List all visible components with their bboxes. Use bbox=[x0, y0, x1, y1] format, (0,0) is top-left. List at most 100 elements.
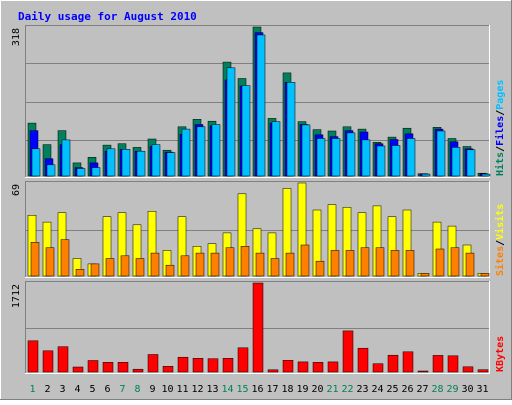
bar-sites-day-9 bbox=[150, 252, 160, 277]
bar-kbytes-day-14 bbox=[222, 358, 234, 373]
graph-title: Daily usage for August 2010 bbox=[18, 10, 197, 23]
bar-kbytes-day-22 bbox=[342, 330, 354, 373]
day-labels: 1 2 3 4 5 6 7 8 9 10 11 12 13 14 15 16 17 18 19 20 21 22 23 24 2… bbox=[29, 384, 488, 395]
bar-pages-day-18 bbox=[286, 82, 296, 177]
bar-kbytes-day-1 bbox=[27, 340, 39, 373]
bar-kbytes-day-28 bbox=[432, 355, 444, 373]
bar-sites-day-6 bbox=[105, 258, 115, 277]
day-label: 22 bbox=[341, 384, 353, 395]
day-label: 10 bbox=[161, 384, 173, 395]
day-label: 24 bbox=[371, 384, 383, 395]
bar-sites-day-20 bbox=[315, 260, 325, 277]
bar-pages-day-28 bbox=[436, 130, 446, 177]
day-label: 17 bbox=[266, 384, 278, 395]
bar-pages-day-20 bbox=[316, 138, 326, 177]
bar-sites-day-18 bbox=[285, 252, 295, 277]
day-label: 25 bbox=[386, 384, 398, 395]
bar-kbytes-day-8 bbox=[132, 368, 144, 373]
bar-kbytes-day-15 bbox=[237, 347, 249, 373]
bar-kbytes-day-6 bbox=[102, 362, 114, 373]
bar-sites-day-28 bbox=[435, 248, 445, 277]
bar-sites-day-19 bbox=[300, 244, 310, 277]
day-label: 27 bbox=[416, 384, 428, 395]
bar-sites-day-13 bbox=[210, 252, 220, 277]
bar-kbytes-day-26 bbox=[402, 351, 414, 373]
day-label: 12 bbox=[191, 384, 203, 395]
day-label: 11 bbox=[176, 384, 188, 395]
bar-kbytes-day-31 bbox=[477, 369, 489, 373]
legend-item: Pages bbox=[495, 80, 506, 110]
bar-pages-day-29 bbox=[451, 147, 461, 177]
legend-item: Sites bbox=[494, 246, 506, 276]
day-label: 9 bbox=[149, 384, 155, 395]
bar-sites-day-30 bbox=[465, 252, 475, 277]
day-label: 26 bbox=[401, 384, 413, 395]
bar-sites-day-31 bbox=[480, 273, 490, 277]
bar-pages-day-14 bbox=[226, 67, 236, 177]
bar-pages-day-5 bbox=[91, 167, 101, 177]
day-label: 31 bbox=[476, 384, 488, 395]
bar-pages-day-6 bbox=[106, 148, 116, 177]
day-label: 18 bbox=[281, 384, 293, 395]
bar-pages-day-25 bbox=[391, 145, 401, 177]
bar-pages-day-16 bbox=[256, 34, 266, 177]
legend: Sites/Visits bbox=[494, 204, 506, 276]
bar-kbytes-day-10 bbox=[162, 366, 174, 373]
bar-sites-day-24 bbox=[375, 247, 385, 277]
day-label: 13 bbox=[206, 384, 218, 395]
bar-sites-day-26 bbox=[405, 250, 415, 277]
day-label: 7 bbox=[119, 384, 125, 395]
bar-pages-day-3 bbox=[61, 139, 71, 177]
day-label: 20 bbox=[311, 384, 323, 395]
day-label: 19 bbox=[296, 384, 308, 395]
bar-kbytes-day-3 bbox=[57, 346, 69, 373]
bar-pages-day-23 bbox=[361, 139, 371, 177]
bar-kbytes-day-2 bbox=[42, 350, 54, 373]
bar-sites-day-21 bbox=[330, 250, 340, 277]
bar-pages-day-12 bbox=[196, 126, 206, 177]
legend-item: Hits bbox=[494, 152, 506, 176]
bar-kbytes-day-20 bbox=[312, 362, 324, 373]
bar-sites-day-7 bbox=[120, 255, 130, 277]
bar-sites-day-23 bbox=[360, 247, 370, 277]
day-label: 14 bbox=[221, 384, 233, 395]
bar-pages-day-24 bbox=[376, 145, 386, 177]
panel-visits-sites: 69 Sites/Visits bbox=[11, 181, 506, 278]
bar-pages-day-15 bbox=[241, 85, 251, 177]
bar-pages-day-7 bbox=[121, 149, 131, 177]
bar-kbytes-day-17 bbox=[267, 369, 279, 373]
bar-pages-day-22 bbox=[346, 132, 356, 177]
legend-item: Visits bbox=[494, 204, 506, 240]
bar-kbytes-day-25 bbox=[387, 354, 399, 373]
bar-pages-day-27 bbox=[421, 173, 431, 177]
legend: KBytes bbox=[495, 336, 506, 372]
bar-pages-day-9 bbox=[151, 144, 161, 177]
bar-pages-day-26 bbox=[406, 138, 416, 177]
bar-kbytes-day-9 bbox=[147, 354, 159, 373]
bar-sites-day-22 bbox=[345, 250, 355, 277]
legend-separator: / bbox=[495, 240, 506, 246]
day-label: 30 bbox=[461, 384, 473, 395]
bar-pages-day-11 bbox=[181, 128, 191, 177]
bar-sites-day-11 bbox=[180, 255, 190, 277]
bar-kbytes-day-30 bbox=[462, 366, 474, 373]
day-label: 16 bbox=[251, 384, 263, 395]
bar-sites-day-1 bbox=[30, 242, 40, 277]
legend-separator: / bbox=[495, 146, 506, 152]
bar-pages-day-10 bbox=[166, 152, 176, 177]
legend-item: KBytes bbox=[495, 336, 506, 372]
bar-sites-day-15 bbox=[240, 246, 250, 277]
bar-sites-day-3 bbox=[60, 239, 70, 277]
legend-item: Files bbox=[494, 116, 506, 146]
day-label: 29 bbox=[446, 384, 458, 395]
day-label: 28 bbox=[431, 384, 443, 395]
bar-sites-day-8 bbox=[135, 258, 145, 277]
bar-sites-day-17 bbox=[270, 258, 280, 277]
day-label: 4 bbox=[74, 384, 80, 395]
bar-kbytes-day-27 bbox=[417, 370, 429, 373]
day-label: 2 bbox=[44, 384, 50, 395]
bar-kbytes-day-16 bbox=[252, 282, 264, 373]
day-label: 6 bbox=[104, 384, 110, 395]
